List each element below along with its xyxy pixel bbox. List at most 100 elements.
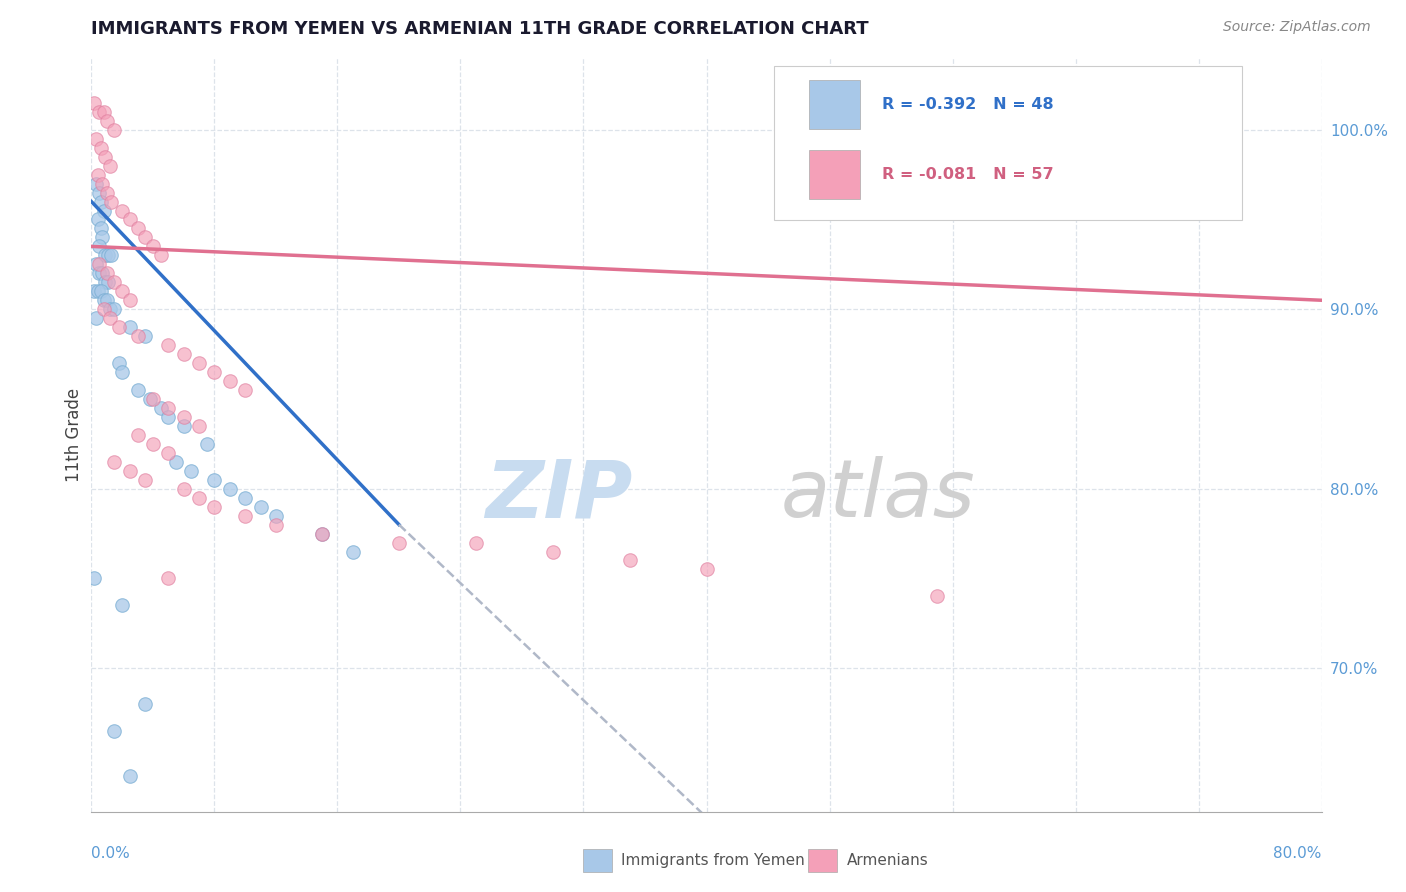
Point <box>84 311 107 326</box>
Point <box>87 239 110 253</box>
Point <box>157 446 180 460</box>
Point <box>100 248 122 262</box>
Point <box>127 329 149 343</box>
Point <box>118 212 141 227</box>
Text: 0.0%: 0.0% <box>91 846 131 861</box>
Point <box>108 356 131 370</box>
Point <box>134 473 156 487</box>
Bar <box>808 80 860 128</box>
Point <box>83 285 105 299</box>
Text: ZIP: ZIP <box>485 456 633 534</box>
Point <box>233 491 256 505</box>
Point <box>264 508 287 523</box>
Point <box>118 320 141 334</box>
Point <box>218 374 240 388</box>
Point <box>111 365 134 379</box>
Point <box>233 383 256 397</box>
Point <box>87 186 110 200</box>
Point <box>111 203 134 218</box>
Point <box>149 401 172 415</box>
Point <box>96 113 118 128</box>
Point <box>202 473 225 487</box>
Point <box>311 526 333 541</box>
Point <box>233 508 256 523</box>
Point <box>118 769 141 783</box>
Text: atlas: atlas <box>780 456 976 534</box>
FancyBboxPatch shape <box>775 65 1241 220</box>
Point <box>264 517 287 532</box>
Point <box>202 365 225 379</box>
Point <box>91 177 114 191</box>
Text: Immigrants from Yemen: Immigrants from Yemen <box>621 854 806 868</box>
Point <box>195 437 218 451</box>
Point <box>108 320 131 334</box>
Point <box>90 194 112 209</box>
Point <box>86 212 108 227</box>
Point <box>139 392 162 406</box>
Point <box>83 95 105 110</box>
Y-axis label: 11th Grade: 11th Grade <box>65 388 83 482</box>
Point <box>695 562 717 576</box>
Point <box>83 571 105 585</box>
Point <box>173 409 195 424</box>
Point <box>218 482 240 496</box>
Point <box>97 248 120 262</box>
Point <box>127 427 149 442</box>
Point <box>134 329 156 343</box>
Text: R = -0.081   N = 57: R = -0.081 N = 57 <box>883 167 1054 182</box>
Point <box>87 257 110 271</box>
Point <box>342 544 364 558</box>
Point <box>149 248 172 262</box>
Point <box>84 177 107 191</box>
Point <box>103 455 125 469</box>
Point <box>142 437 165 451</box>
Point <box>90 221 112 235</box>
Point <box>157 338 180 352</box>
Point <box>157 401 180 415</box>
Point <box>249 500 271 514</box>
Point <box>96 293 118 308</box>
Point <box>111 599 134 613</box>
Point <box>98 302 121 317</box>
Point <box>173 347 195 361</box>
Point <box>87 266 110 280</box>
Point <box>142 392 165 406</box>
Point <box>464 535 486 549</box>
Point <box>84 257 107 271</box>
Point <box>86 285 108 299</box>
Point <box>87 104 110 119</box>
Point <box>94 248 117 262</box>
Point <box>103 275 125 289</box>
Bar <box>808 150 860 199</box>
Point <box>96 266 118 280</box>
Point <box>86 168 108 182</box>
Point <box>142 239 165 253</box>
Point <box>311 526 333 541</box>
Point <box>90 141 112 155</box>
Point <box>93 302 115 317</box>
Point <box>93 104 115 119</box>
Point <box>180 464 202 478</box>
Point <box>91 266 114 280</box>
Point <box>98 311 121 326</box>
Point <box>103 122 125 136</box>
Point <box>90 285 112 299</box>
Point <box>111 285 134 299</box>
Point <box>97 275 120 289</box>
Point <box>100 194 122 209</box>
Point <box>103 302 125 317</box>
Point <box>118 464 141 478</box>
Point <box>127 221 149 235</box>
Point <box>93 203 115 218</box>
Point <box>541 544 564 558</box>
Point <box>157 571 180 585</box>
Point <box>165 455 187 469</box>
Point <box>173 418 195 433</box>
Point <box>93 293 115 308</box>
Text: 80.0%: 80.0% <box>1274 846 1322 861</box>
Point <box>134 697 156 711</box>
Point <box>91 230 114 244</box>
Point <box>188 418 211 433</box>
Point <box>84 132 107 146</box>
Point <box>96 186 118 200</box>
